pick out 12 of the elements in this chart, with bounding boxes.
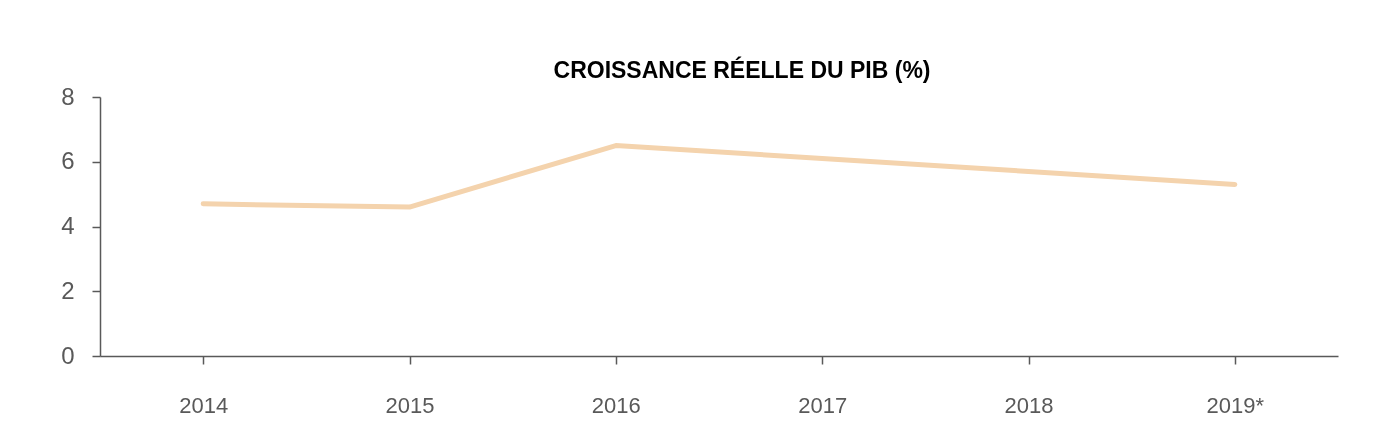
x-tick-label: 2018 (1004, 392, 1054, 418)
x-tick-label: 2015 (385, 392, 435, 418)
x-tick-label: 2019* (1206, 392, 1265, 418)
y-tick-label: 8 (61, 82, 75, 110)
y-tick-label: 2 (61, 276, 75, 304)
x-tick-label: 2016 (591, 392, 641, 418)
y-tick-label: 0 (61, 341, 75, 369)
x-tick-label: 2017 (798, 392, 848, 418)
x-tick-label: 2014 (179, 392, 229, 418)
chart-title: CROISSANCE RÉELLE DU PIB (%) (553, 56, 931, 83)
y-tick-label: 4 (61, 212, 75, 239)
y-tick-label: 6 (61, 147, 75, 175)
